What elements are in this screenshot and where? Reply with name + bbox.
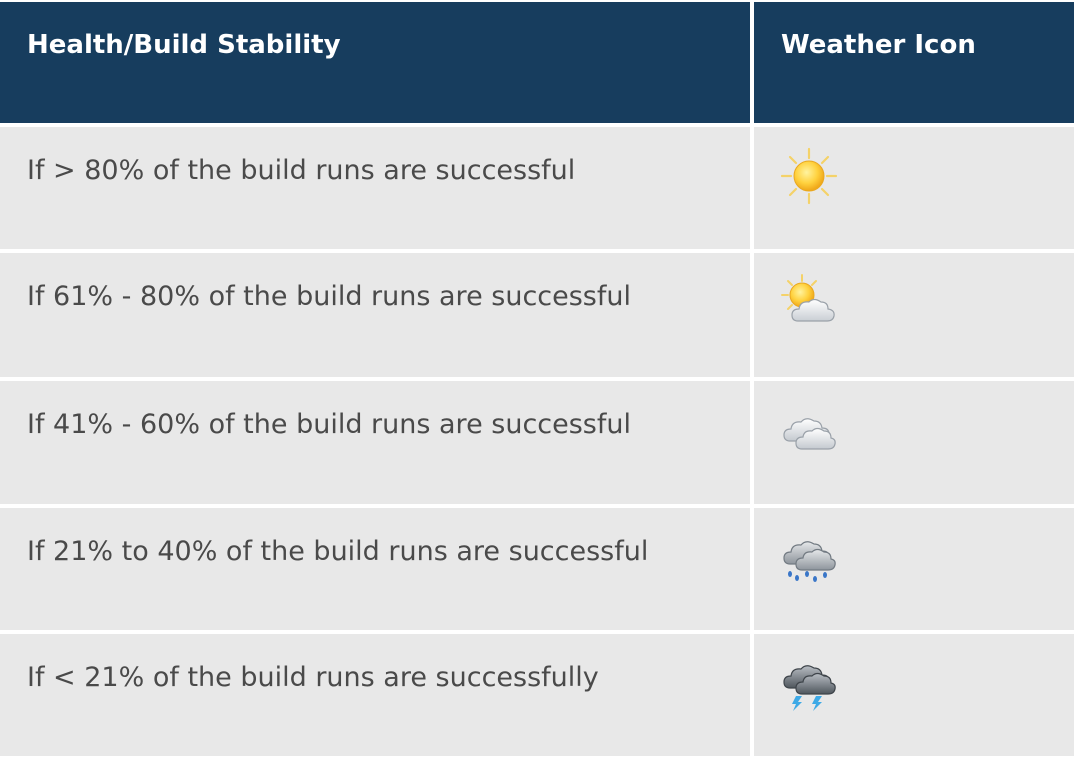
table-row: If 21% to 40% of the build runs are succ… [0, 508, 1074, 630]
table-header-row: Health/Build Stability Weather Icon [0, 2, 1074, 123]
rain-icon [780, 528, 838, 586]
table-row: If 61% - 80% of the build runs are succe… [0, 253, 1074, 377]
icon-cell [754, 127, 1074, 249]
condition-text: If 41% - 60% of the build runs are succe… [27, 409, 631, 440]
header-icon-label: Weather Icon [781, 30, 976, 60]
condition-cell: If 61% - 80% of the build runs are succe… [0, 253, 750, 377]
table-row: If > 80% of the build runs are successfu… [0, 127, 1074, 249]
condition-text: If 21% to 40% of the build runs are succ… [27, 536, 649, 567]
condition-text: If > 80% of the build runs are successfu… [27, 155, 576, 186]
table-row: If 41% - 60% of the build runs are succe… [0, 381, 1074, 504]
thunderstorm-icon [780, 654, 838, 712]
partly-cloudy-icon [780, 273, 838, 331]
icon-cell [754, 634, 1074, 756]
condition-cell: If < 21% of the build runs are successfu… [0, 634, 750, 756]
header-cell-icon: Weather Icon [754, 2, 1074, 123]
table-row: If < 21% of the build runs are successfu… [0, 634, 1074, 756]
condition-cell: If 21% to 40% of the build runs are succ… [0, 508, 750, 630]
icon-cell [754, 508, 1074, 630]
cloudy-icon [780, 401, 838, 459]
condition-text: If 61% - 80% of the build runs are succe… [27, 281, 631, 312]
condition-cell: If 41% - 60% of the build runs are succe… [0, 381, 750, 504]
condition-text: If < 21% of the build runs are successfu… [27, 662, 599, 693]
icon-cell [754, 253, 1074, 377]
condition-cell: If > 80% of the build runs are successfu… [0, 127, 750, 249]
header-stability-label: Health/Build Stability [27, 30, 341, 60]
icon-cell [754, 381, 1074, 504]
sunny-icon [780, 147, 838, 205]
header-cell-stability: Health/Build Stability [0, 2, 750, 123]
